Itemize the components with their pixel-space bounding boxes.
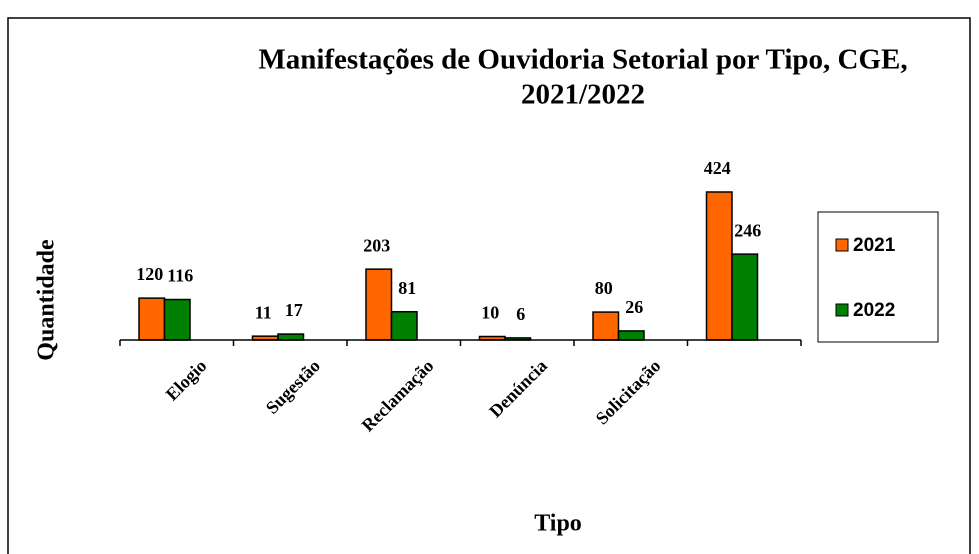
data-label: 80 [595,278,613,298]
data-label: 120 [136,264,163,284]
data-label: 17 [285,300,303,320]
data-label: 11 [255,302,272,322]
bar [705,191,733,341]
bar [365,268,393,341]
chart-title: Manifestações de Ouvidoria Setorial por … [258,44,907,76]
legend-box [817,211,939,343]
chart-title: 2021/2022 [521,79,645,111]
legend-label: 2021 [853,235,896,256]
chart-frame [7,17,971,554]
data-label: 116 [167,266,193,286]
bar [277,333,305,341]
legend-swatch [835,303,849,317]
x-axis-label: Tipo [534,511,582,537]
legend-swatch [835,238,849,252]
data-label: 424 [704,158,731,178]
data-label: 26 [625,297,643,317]
legend-label: 2022 [853,300,895,321]
data-label: 10 [481,303,499,323]
data-label: 246 [734,220,761,240]
data-label: 203 [363,235,390,255]
bar [592,311,620,341]
bar [731,253,759,341]
bar [138,297,166,341]
data-label: 81 [398,278,416,298]
y-axis-label: Quantidade [34,239,60,361]
bar [390,310,418,341]
bar [163,298,191,341]
data-label: 6 [516,304,525,324]
bar [617,330,645,341]
